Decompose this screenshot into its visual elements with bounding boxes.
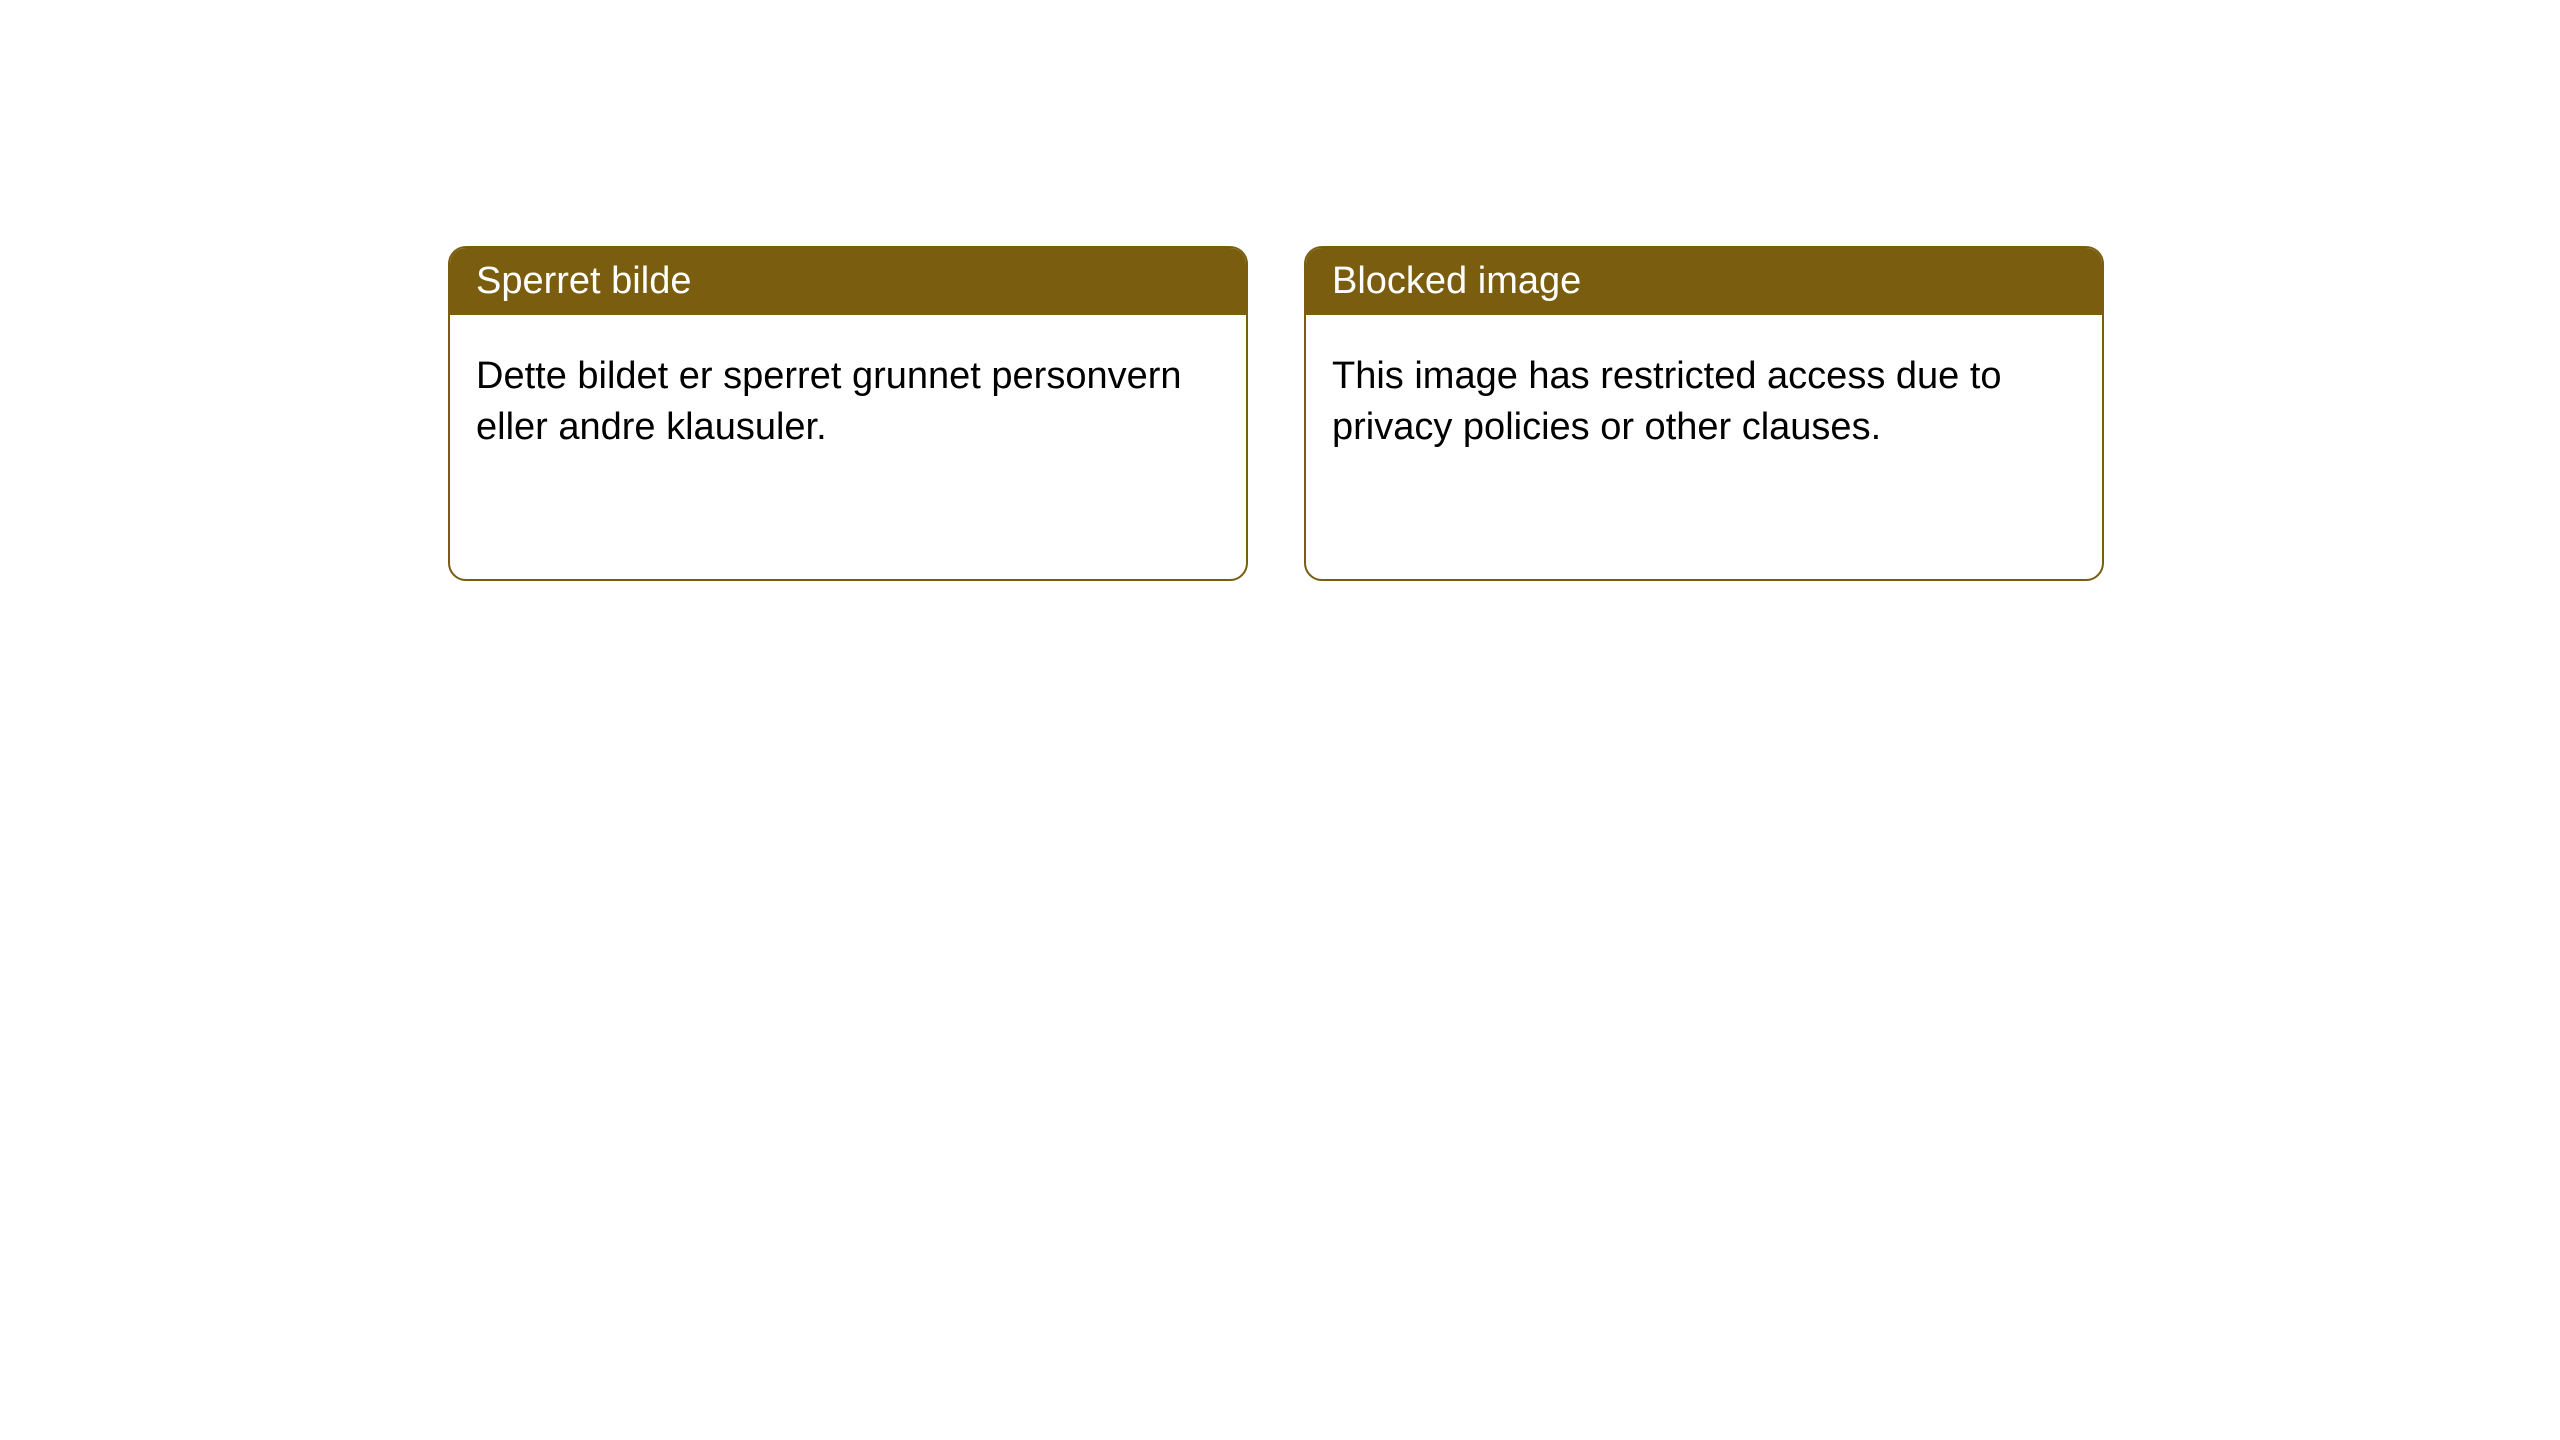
notice-title: Blocked image	[1332, 260, 1581, 302]
notice-container: Sperret bilde Dette bildet er sperret gr…	[0, 0, 2560, 581]
notice-title: Sperret bilde	[476, 260, 691, 302]
notice-body: This image has restricted access due to …	[1306, 315, 2102, 490]
notice-header: Sperret bilde	[450, 248, 1246, 315]
notice-header: Blocked image	[1306, 248, 2102, 315]
notice-body-text: This image has restricted access due to …	[1332, 355, 2002, 448]
notice-body-text: Dette bildet er sperret grunnet personve…	[476, 355, 1182, 448]
notice-box-norwegian: Sperret bilde Dette bildet er sperret gr…	[448, 246, 1248, 581]
notice-box-english: Blocked image This image has restricted …	[1304, 246, 2104, 581]
notice-body: Dette bildet er sperret grunnet personve…	[450, 315, 1246, 490]
